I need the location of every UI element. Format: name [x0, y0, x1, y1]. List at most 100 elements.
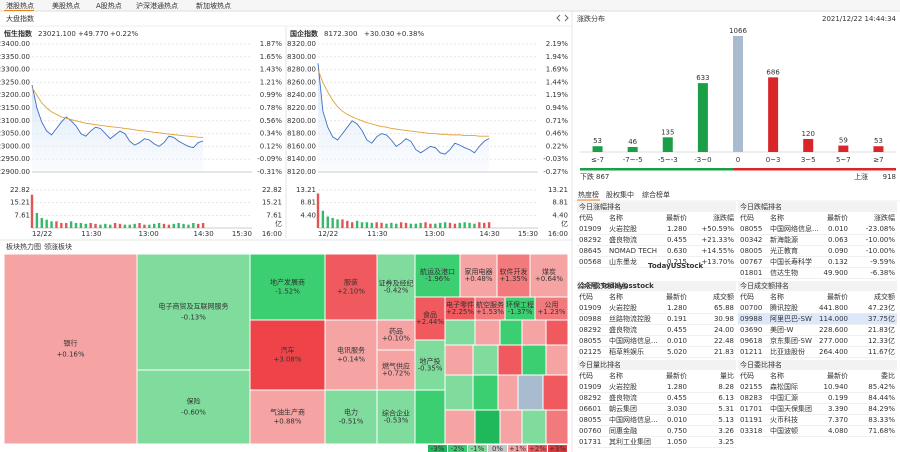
index-change: +30.030: [364, 30, 394, 38]
heatmap-cell[interactable]: [414, 253, 461, 298]
tab[interactable]: A股热点: [96, 1, 122, 10]
table-cell[interactable]: 中国网络信息...: [770, 224, 819, 233]
table-cell[interactable]: 稻草熊娱乐: [609, 347, 644, 356]
table-cell[interactable]: 森松国际: [770, 382, 798, 391]
bar-value: 633: [696, 74, 709, 82]
table-cell[interactable]: 美团-W: [770, 325, 794, 334]
heatmap-cell[interactable]: [3, 253, 138, 445]
table-cell[interactable]: 中国汇源: [770, 393, 798, 402]
sector-name: 气油生产商: [270, 407, 305, 416]
distribution-bar: [803, 138, 814, 152]
volume-bar: [316, 193, 320, 228]
table-cell[interactable]: 其利工业集团: [609, 437, 651, 446]
volume-bar: [104, 223, 107, 228]
tab[interactable]: 港股热点: [6, 1, 34, 10]
legend-label: +2%: [529, 445, 546, 452]
table-cell[interactable]: 盛良物流: [609, 235, 637, 244]
table-cell[interactable]: 比亚迪股份: [770, 347, 805, 356]
down-ratio-bar: [580, 168, 734, 171]
table-cell[interactable]: 腾讯控股: [770, 303, 798, 312]
next-arrow[interactable]: [564, 14, 569, 22]
price-area: [318, 63, 490, 173]
heatmap-cell[interactable]: [324, 389, 378, 445]
table-cell[interactable]: 朝云集团: [609, 404, 637, 413]
table-cell[interactable]: 新海能源: [770, 235, 798, 244]
heatmap-cell[interactable]: [376, 349, 416, 391]
table-cell[interactable]: 中国波顿: [770, 426, 798, 435]
pct-tick-label: 1.43%: [260, 66, 283, 74]
table-cell: 84.44%: [868, 394, 895, 402]
pct-tick-label: 0.94%: [546, 104, 569, 112]
heatmap-cell[interactable]: [376, 389, 416, 445]
heatmap-cell[interactable]: [136, 253, 251, 371]
table-title-bg: [577, 360, 736, 370]
y-tick-label: 23100.00: [0, 117, 30, 125]
table-cell: 01701: [740, 405, 762, 413]
table-cell: 01801: [740, 269, 762, 277]
table-cell[interactable]: 盛良物流: [609, 393, 637, 402]
table-cell[interactable]: 光正教育: [770, 246, 798, 255]
table-cell[interactable]: 京东集团-SW: [770, 336, 812, 345]
table-cell: 09618: [740, 337, 762, 345]
volume-bar: [69, 221, 73, 228]
pct-tick-label: 1.19%: [546, 91, 569, 99]
table-cell[interactable]: 火岩控股: [609, 224, 637, 233]
row-highlight[interactable]: [738, 313, 897, 325]
tab-bar: [0, 0, 900, 11]
table-cell[interactable]: NOMAD TECH: [609, 247, 657, 255]
table-cell[interactable]: 盛良物流: [609, 325, 637, 334]
bar-category: -5~-3: [658, 156, 678, 164]
average-line: [317, 69, 490, 137]
down-label: 下跌: [580, 172, 594, 181]
table-cell: 3.030: [667, 405, 687, 413]
volume-bar: [414, 223, 417, 228]
sector-change: +0.16%: [56, 351, 84, 359]
bar-category: 0: [736, 156, 740, 164]
heatmap-cell[interactable]: [324, 253, 378, 321]
ranking-tab[interactable]: 热度榜: [578, 190, 599, 199]
table-cell[interactable]: 中国天保集团: [770, 404, 812, 413]
sector-change: +1.53%: [476, 308, 504, 316]
heatmap-cell: [444, 409, 476, 445]
heatmap-cell[interactable]: [414, 339, 446, 391]
table-cell[interactable]: 阿里巴巴-SW: [770, 314, 812, 323]
table-cell[interactable]: 中国网络信息...: [609, 336, 658, 345]
sector-change: +0.48%: [464, 275, 492, 283]
tab[interactable]: 沪深港通热点: [136, 1, 178, 10]
volume-bar: [167, 224, 171, 228]
table-cell[interactable]: 火岩控股: [609, 382, 637, 391]
ranking-tab[interactable]: 股权集中: [606, 190, 634, 199]
table-cell[interactable]: 信达生物: [770, 268, 798, 277]
volume-bar: [395, 223, 398, 228]
heatmap-cell[interactable]: [376, 253, 416, 321]
heatmap-cell[interactable]: [324, 319, 378, 391]
heatmap-cell[interactable]: [249, 253, 326, 321]
heatmap-cell[interactable]: [534, 296, 569, 321]
table-cell[interactable]: 火岩控股: [609, 303, 637, 312]
table-cell[interactable]: 中国网络信息...: [609, 415, 658, 424]
sector-name: 汽车: [281, 345, 295, 354]
volume-tick-label: 8.81: [300, 199, 316, 207]
table-cell[interactable]: 中国长寿科学: [770, 257, 812, 266]
table-cell[interactable]: 火币科技: [770, 415, 798, 424]
volume-tick-label: 15.21: [10, 199, 30, 207]
up-count: 918: [883, 173, 896, 181]
table-cell[interactable]: 山东墨龙: [609, 257, 637, 266]
table-cell[interactable]: 丝路物流控股: [609, 314, 651, 323]
index-change: +49.770: [78, 30, 108, 38]
table-cell: 47.23亿: [868, 303, 895, 312]
tab[interactable]: 美股热点: [52, 1, 80, 10]
heatmap-cell[interactable]: [136, 369, 251, 445]
prev-arrow[interactable]: [556, 14, 561, 22]
table-cell[interactable]: 同惠金融: [609, 426, 637, 435]
table-header: 成交额: [874, 292, 895, 301]
ranking-tab[interactable]: 综合榜单: [642, 190, 670, 199]
table-cell: +13.70%: [701, 258, 734, 266]
sector-change: -0.60%: [181, 409, 206, 417]
table-cell: 24.00: [714, 326, 734, 334]
heatmap-tab[interactable]: 领涨板块: [44, 242, 72, 251]
tab[interactable]: 新加坡热点: [196, 1, 231, 10]
sector-name: 食品: [423, 310, 437, 319]
heatmap-title[interactable]: 板块热力图: [6, 242, 41, 251]
volume-bar: [172, 223, 175, 228]
